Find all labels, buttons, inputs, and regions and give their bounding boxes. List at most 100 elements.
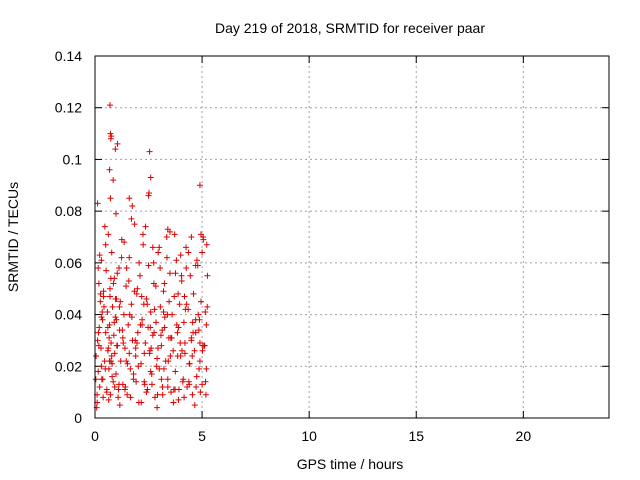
data-point bbox=[107, 391, 114, 398]
data-point bbox=[182, 306, 189, 313]
data-point bbox=[131, 221, 138, 228]
y-tick-label: 0.06 bbox=[55, 255, 82, 271]
data-point bbox=[178, 272, 185, 279]
data-point bbox=[116, 303, 123, 310]
data-point bbox=[196, 365, 203, 372]
data-point bbox=[126, 350, 133, 357]
y-tick-label: 0.08 bbox=[55, 203, 82, 219]
data-point bbox=[106, 166, 113, 173]
data-point bbox=[95, 368, 102, 375]
data-point bbox=[103, 389, 110, 396]
data-point bbox=[203, 365, 210, 372]
data-point bbox=[163, 234, 170, 240]
data-point bbox=[147, 368, 154, 375]
data-point bbox=[157, 265, 164, 272]
data-point bbox=[166, 270, 173, 277]
data-point bbox=[152, 283, 159, 290]
data-point bbox=[99, 376, 106, 383]
data-point bbox=[170, 347, 177, 354]
data-point bbox=[146, 148, 153, 155]
data-point bbox=[96, 324, 103, 331]
data-point bbox=[109, 303, 116, 310]
data-point bbox=[183, 244, 190, 251]
data-point bbox=[97, 298, 104, 305]
data-point bbox=[97, 290, 104, 297]
data-point bbox=[121, 239, 128, 246]
data-point bbox=[142, 340, 149, 347]
data-point bbox=[108, 340, 115, 347]
data-point bbox=[186, 360, 193, 367]
data-point bbox=[138, 399, 145, 406]
data-point bbox=[139, 316, 146, 323]
data-point bbox=[171, 231, 178, 238]
data-point bbox=[130, 371, 137, 378]
data-point bbox=[172, 270, 179, 277]
data-point bbox=[111, 383, 118, 390]
data-point bbox=[95, 280, 102, 287]
data-point bbox=[158, 376, 165, 383]
data-point bbox=[202, 378, 209, 385]
data-point bbox=[150, 259, 157, 266]
data-point bbox=[99, 308, 106, 315]
data-point bbox=[196, 316, 203, 323]
data-point bbox=[148, 371, 155, 378]
data-point bbox=[106, 285, 113, 292]
data-point bbox=[125, 277, 132, 284]
data-point bbox=[105, 231, 112, 238]
data-point bbox=[114, 270, 121, 277]
data-point bbox=[109, 373, 116, 380]
data-point bbox=[192, 329, 199, 336]
data-point bbox=[189, 352, 196, 359]
data-point bbox=[144, 386, 151, 393]
data-point bbox=[134, 285, 141, 292]
data-point bbox=[203, 241, 210, 248]
data-point bbox=[175, 290, 182, 297]
data-point bbox=[117, 298, 124, 305]
data-point bbox=[132, 352, 139, 359]
data-point bbox=[186, 381, 193, 388]
data-point bbox=[117, 358, 124, 365]
tick-layer: 0 0.02 0.04 0.06 0.08 0.1 0.12 0.14 0 5 10 15 20 bbox=[55, 48, 609, 444]
data-point bbox=[188, 234, 195, 240]
data-point bbox=[176, 301, 183, 308]
data-point bbox=[204, 272, 211, 279]
data-point bbox=[114, 140, 121, 147]
data-point bbox=[105, 345, 112, 352]
data-point bbox=[201, 342, 208, 349]
data-point bbox=[112, 314, 119, 321]
data-point bbox=[174, 329, 181, 336]
data-point bbox=[153, 363, 160, 370]
data-point bbox=[123, 358, 130, 365]
data-point bbox=[189, 319, 196, 326]
data-point bbox=[198, 298, 205, 305]
data-point bbox=[185, 249, 192, 256]
data-point bbox=[177, 252, 184, 259]
data-point bbox=[134, 329, 141, 336]
data-point bbox=[121, 345, 128, 352]
data-point bbox=[164, 376, 171, 383]
data-point bbox=[129, 202, 136, 209]
y-axis-label: SRMTID / TECUs bbox=[5, 182, 21, 292]
data-point bbox=[102, 329, 109, 336]
data-point bbox=[100, 394, 107, 401]
data-point bbox=[160, 308, 167, 315]
data-point bbox=[157, 332, 164, 339]
data-point bbox=[160, 365, 167, 372]
data-point bbox=[174, 352, 181, 359]
data-point bbox=[170, 399, 177, 406]
data-point bbox=[183, 301, 190, 308]
data-point bbox=[115, 381, 122, 388]
data-point bbox=[132, 345, 139, 352]
data-point bbox=[120, 340, 127, 347]
data-point bbox=[95, 329, 102, 336]
data-point bbox=[196, 182, 203, 189]
data-point bbox=[177, 340, 184, 347]
data-point bbox=[143, 296, 150, 303]
data-point bbox=[135, 363, 142, 370]
data-point bbox=[108, 249, 115, 256]
data-point bbox=[116, 402, 123, 409]
data-point bbox=[93, 352, 100, 359]
data-point bbox=[123, 265, 130, 272]
data-point bbox=[124, 360, 131, 367]
data-point bbox=[113, 342, 120, 349]
